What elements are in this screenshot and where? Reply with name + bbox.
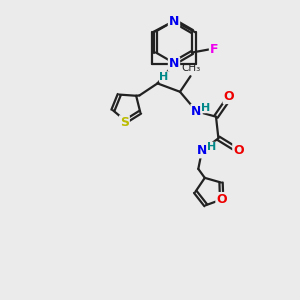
Text: H: H — [207, 142, 216, 152]
Text: N: N — [191, 105, 202, 118]
Text: H: H — [201, 103, 210, 113]
Text: CH₃: CH₃ — [182, 63, 201, 73]
Text: O: O — [233, 144, 244, 157]
Text: S: S — [120, 116, 129, 129]
Text: H: H — [160, 72, 169, 82]
Text: N: N — [169, 57, 179, 70]
Text: O: O — [216, 193, 227, 206]
Text: N: N — [197, 144, 207, 158]
Text: F: F — [210, 43, 218, 56]
Text: O: O — [224, 90, 234, 103]
Text: N: N — [169, 14, 179, 28]
